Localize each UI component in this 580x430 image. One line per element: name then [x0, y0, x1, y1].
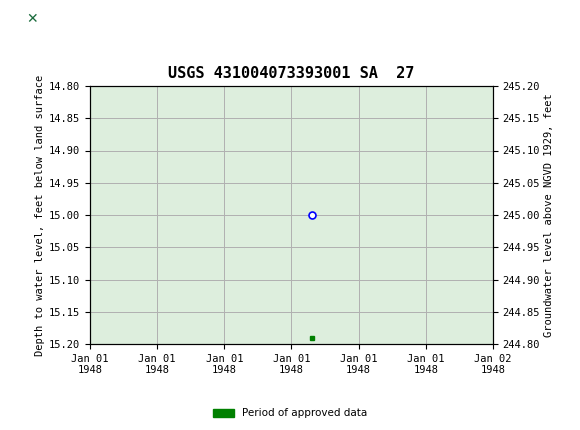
Title: USGS 431004073393001 SA  27: USGS 431004073393001 SA 27 [168, 66, 415, 81]
Y-axis label: Groundwater level above NGVD 1929, feet: Groundwater level above NGVD 1929, feet [545, 93, 554, 337]
Text: USGS: USGS [75, 12, 122, 27]
Legend: Period of approved data: Period of approved data [209, 404, 371, 423]
Y-axis label: Depth to water level, feet below land surface: Depth to water level, feet below land su… [35, 74, 45, 356]
FancyBboxPatch shape [6, 4, 58, 35]
Text: ✕: ✕ [26, 12, 38, 26]
